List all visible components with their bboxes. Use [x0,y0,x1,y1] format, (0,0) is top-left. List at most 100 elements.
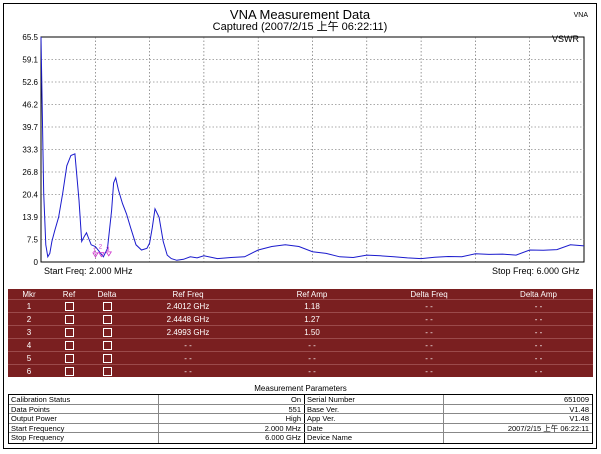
corner-label: VNA [573,12,588,19]
delta-amp-value: - - [534,301,543,311]
report-title: VNA Measurement Data [229,7,371,22]
delta-checkbox[interactable] [102,340,112,350]
y-tick-label: 7.5 [27,236,39,245]
y-tick-label: 65.5 [22,33,38,42]
marker-number: 4 [26,340,32,350]
param-row: Data Points 551 Base Ver. V1.48 [9,404,592,414]
param-row: Stop Frequency 6.000 GHz Device Name [9,433,592,443]
delta-freq-value: - - [425,327,433,337]
param-label: Serial Number [305,395,444,404]
param-value: V1.48 [569,404,589,414]
marker-row: 6 - - - - - - - - [8,364,593,377]
marker-1 [92,252,99,258]
marker-number: 1 [26,301,32,311]
param-value: 6.000 GHz [159,433,305,443]
y-tick-label: 46.2 [22,101,38,110]
ref-checkbox[interactable] [64,353,74,363]
marker-label: 1 [93,248,97,254]
marker-number: 6 [26,366,32,376]
stop-freq-label: Stop Freq: 6.000 GHz [492,266,580,276]
ref-freq-value: 2.4993 GHz [166,327,210,337]
delta-checkbox[interactable] [102,327,112,337]
param-label: Data Points [9,404,159,413]
col-ref-amp: Ref Amp [296,289,328,299]
param-label: Stop Frequency [9,433,159,443]
y-tick-label: 52.6 [22,78,38,87]
param-row: Calibration Status On Serial Number 651009 [9,395,592,405]
delta-freq-value: - - [425,301,433,311]
param-label: Output Power [9,414,159,423]
marker-row: 4 - - - - - - - - [8,338,593,351]
marker-number: 3 [26,327,32,337]
param-row: Start Frequency 2.000 MHz Date 2007/2/15 上午… [9,423,592,433]
ref-checkbox[interactable] [64,340,74,350]
ref-checkbox[interactable] [64,327,74,337]
delta-freq-value: - - [425,340,433,350]
marker-table: Mkr Ref Delta Ref Freq Ref Amp Delta Fre… [8,289,593,377]
param-label: Start Frequency [9,423,159,432]
ref-freq-value: 2.4448 GHz [166,314,210,324]
start-freq-label: Start Freq: 2.000 MHz [44,266,133,276]
marker-3 [105,251,113,257]
vswr-trace [40,36,585,261]
ref-checkbox[interactable] [64,366,74,376]
ref-amp-value: 1.18 [304,301,320,311]
ref-freq-value: - - [184,366,192,376]
param-value: V1.48 [569,414,589,423]
delta-checkbox[interactable] [102,301,112,311]
delta-amp-value: - - [534,366,543,376]
param-value [444,433,592,443]
delta-freq-value: - - [425,366,433,376]
marker-label: 3 [106,247,110,253]
ref-freq-value: - - [184,340,192,350]
trace-label: VSWR [552,34,579,44]
y-tick-label: 0 [34,258,39,267]
ref-checkbox[interactable] [64,314,74,324]
delta-amp-value: - - [534,340,543,350]
y-tick-label: 20.4 [22,191,38,200]
delta-freq-value: - - [425,353,433,363]
col-ref: Ref [62,289,76,299]
delta-checkbox[interactable] [102,366,112,376]
marker-row: 5 - - - - - - - - [8,351,593,364]
params-table: Calibration Status On Serial Number 651009 D… [8,394,593,444]
param-value: 2007/2/15 上午 06:22:11 [507,423,589,433]
marker-number: 2 [26,314,32,324]
y-tick-label: 33.3 [22,146,38,155]
marker-label: 2 [99,245,103,251]
marker-row: 1 2.4012 GHz 1.18 - - - - [8,299,593,312]
marker-2 [98,252,105,258]
params-title: Measurement Parameters [254,384,347,393]
y-tick-label: 13.9 [22,213,38,222]
col-mkr: Mkr [22,289,36,299]
param-label: Calibration Status [9,395,159,404]
param-row: Output Power High App Ver. V1.48 [9,414,592,424]
delta-amp-value: - - [534,327,543,337]
col-delta-amp: Delta Amp [520,289,557,299]
delta-freq-value: - - [425,314,433,324]
y-tick-label: 39.7 [22,123,38,132]
delta-checkbox[interactable] [102,314,112,324]
marker-row: 3 2.4993 GHz 1.50 - - - - [8,325,593,338]
y-tick-label: 26.8 [22,168,38,177]
param-label: Base Ver. [305,404,444,413]
col-delta-freq: Delta Freq [410,289,448,299]
col-ref-freq: Ref Freq [172,289,204,299]
marker-table-header: Mkr Ref Delta Ref Freq Ref Amp Delta Fre… [8,289,593,299]
delta-amp-value: - - [534,314,543,324]
marker-number: 5 [26,353,32,363]
delta-amp-value: - - [534,353,543,363]
ref-amp-value: - - [308,340,316,350]
ref-amp-value: 1.27 [304,314,320,324]
param-label: Device Name [305,433,444,443]
delta-checkbox[interactable] [102,353,112,363]
param-value: 651009 [563,395,589,404]
marker-row: 2 2.4448 GHz 1.27 - - - - [8,312,593,325]
col-delta: Delta [97,289,117,299]
param-label: Date [305,423,444,432]
y-tick-label: 59.1 [22,56,38,65]
param-value: On [159,395,305,404]
ref-checkbox[interactable] [64,301,74,311]
param-label: App Ver. [305,414,444,423]
ref-amp-value: - - [308,366,316,376]
